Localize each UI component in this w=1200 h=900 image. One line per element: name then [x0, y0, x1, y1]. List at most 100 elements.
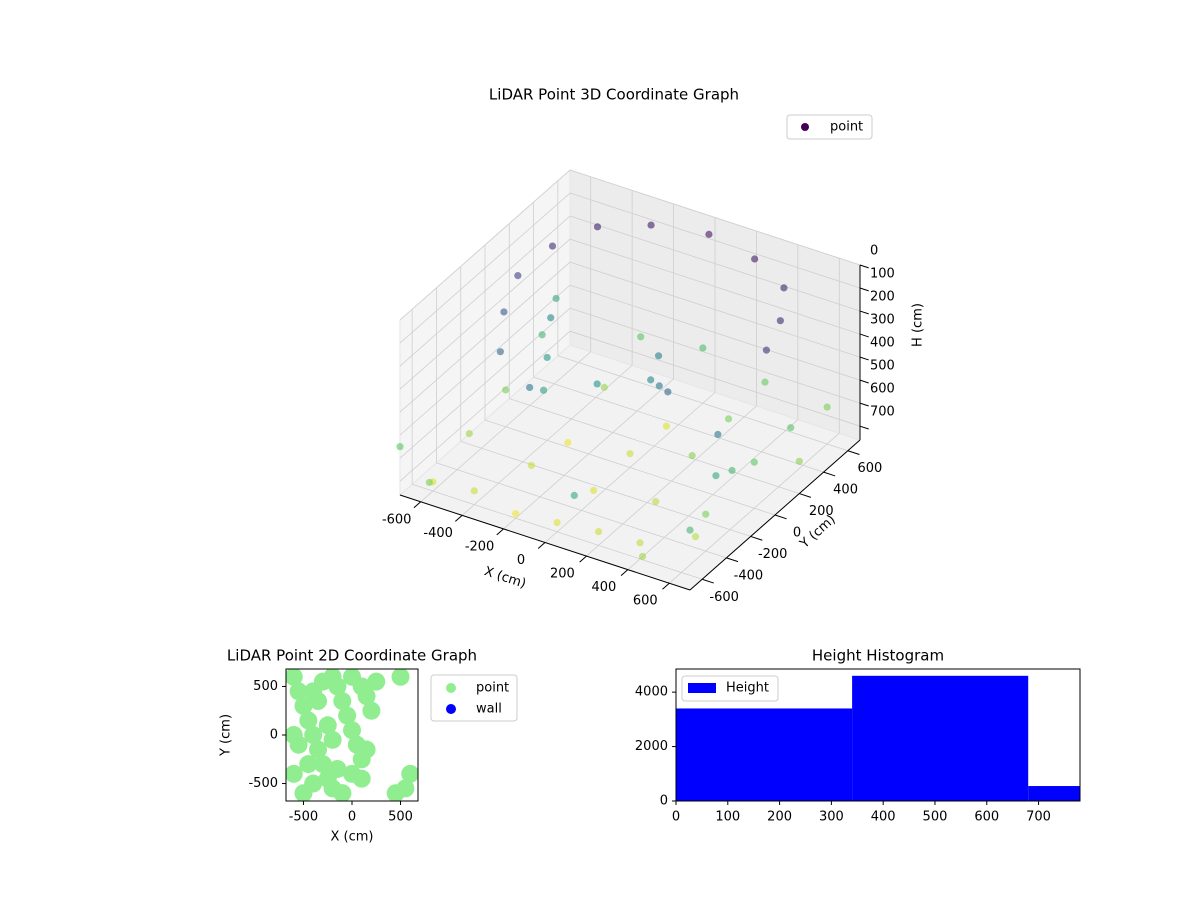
point — [289, 682, 308, 701]
grid-line — [412, 483, 703, 580]
grid-line — [436, 462, 727, 559]
point — [638, 552, 647, 561]
z-tick-label: 600 — [870, 382, 895, 397]
z-tick-label: 0 — [870, 244, 878, 259]
tick-mark — [496, 528, 504, 536]
y-tick-label: -400 — [734, 568, 764, 583]
tick-mark — [537, 542, 546, 549]
y-tick-label: 600 — [857, 461, 882, 476]
legend-label: point — [830, 120, 863, 135]
x-tick-label: 0 — [672, 810, 680, 825]
tick-mark — [859, 379, 869, 384]
point — [654, 352, 663, 360]
x-tick-label: 600 — [633, 594, 658, 609]
point — [553, 518, 561, 527]
point — [647, 221, 655, 229]
chart-title: Height Histogram — [812, 647, 944, 665]
z-tick-label: 100 — [870, 267, 895, 282]
grid-line — [399, 192, 571, 344]
tick-mark — [859, 402, 869, 407]
point — [352, 677, 371, 696]
point — [636, 539, 644, 547]
tick-mark — [413, 501, 422, 509]
point — [776, 317, 784, 325]
grid-line — [399, 261, 571, 413]
point — [552, 294, 560, 303]
tick-mark — [774, 514, 787, 520]
legend-label: Height — [726, 681, 769, 696]
point — [762, 346, 771, 354]
point — [338, 706, 357, 725]
point — [600, 383, 608, 391]
point — [318, 716, 337, 735]
tick-mark — [455, 514, 463, 522]
point — [299, 711, 318, 730]
chart-title: LiDAR Point 3D Coordinate Graph — [489, 86, 739, 104]
tick-mark — [823, 471, 836, 477]
legend-marker — [801, 123, 809, 131]
legend-marker — [446, 683, 456, 693]
point — [391, 669, 410, 686]
point — [714, 430, 722, 439]
point — [313, 755, 332, 774]
point — [688, 452, 696, 460]
legend-label: wall — [476, 702, 502, 717]
y-tick-label: -500 — [248, 776, 278, 791]
y-tick-label: 200 — [809, 504, 834, 519]
z-tick-label: 300 — [870, 313, 895, 328]
tick-mark — [662, 582, 670, 590]
legend-marker — [688, 683, 716, 693]
point — [686, 526, 694, 534]
grid-line — [509, 398, 800, 494]
x-tick-label: 100 — [715, 810, 740, 825]
grid-line — [533, 376, 824, 473]
grid-line — [569, 169, 861, 266]
point — [652, 497, 660, 506]
grid-line — [569, 238, 861, 335]
grid-line — [569, 284, 861, 381]
point — [286, 669, 303, 686]
grid-line — [399, 215, 571, 367]
point — [594, 527, 603, 536]
grid-line — [557, 355, 848, 452]
x-tick-label: 500 — [388, 810, 413, 825]
x-tick-label: 400 — [591, 580, 616, 595]
grid-line — [569, 192, 861, 289]
point — [780, 284, 788, 292]
point — [589, 486, 598, 495]
point — [712, 472, 720, 480]
z-tick-label: 700 — [870, 405, 895, 420]
point — [547, 314, 555, 322]
point — [357, 740, 376, 759]
point — [502, 386, 510, 394]
point — [512, 510, 520, 518]
grid-line — [399, 169, 571, 321]
point — [465, 429, 473, 438]
point — [728, 466, 736, 475]
tick-mark — [859, 287, 869, 292]
legend-box — [681, 675, 779, 702]
point — [691, 533, 700, 541]
point — [795, 457, 803, 465]
plot-area — [286, 669, 418, 801]
point — [343, 721, 361, 740]
grid-line — [460, 441, 751, 537]
point — [343, 764, 361, 783]
tick-mark — [579, 555, 587, 563]
y-tick-label: 500 — [253, 679, 278, 694]
point — [702, 510, 710, 518]
tick-mark — [859, 333, 869, 338]
point — [527, 461, 536, 470]
point — [333, 692, 352, 711]
tick-mark — [726, 557, 739, 563]
y-tick-label: -600 — [709, 590, 739, 605]
x-tick-label: 0 — [348, 810, 356, 825]
point — [496, 348, 504, 356]
point — [514, 272, 522, 280]
x-tick-label: 400 — [871, 810, 896, 825]
y-tick-label: -200 — [758, 547, 788, 562]
point — [286, 764, 303, 783]
x-tick-label: 600 — [974, 810, 999, 825]
grid-line — [484, 419, 776, 516]
